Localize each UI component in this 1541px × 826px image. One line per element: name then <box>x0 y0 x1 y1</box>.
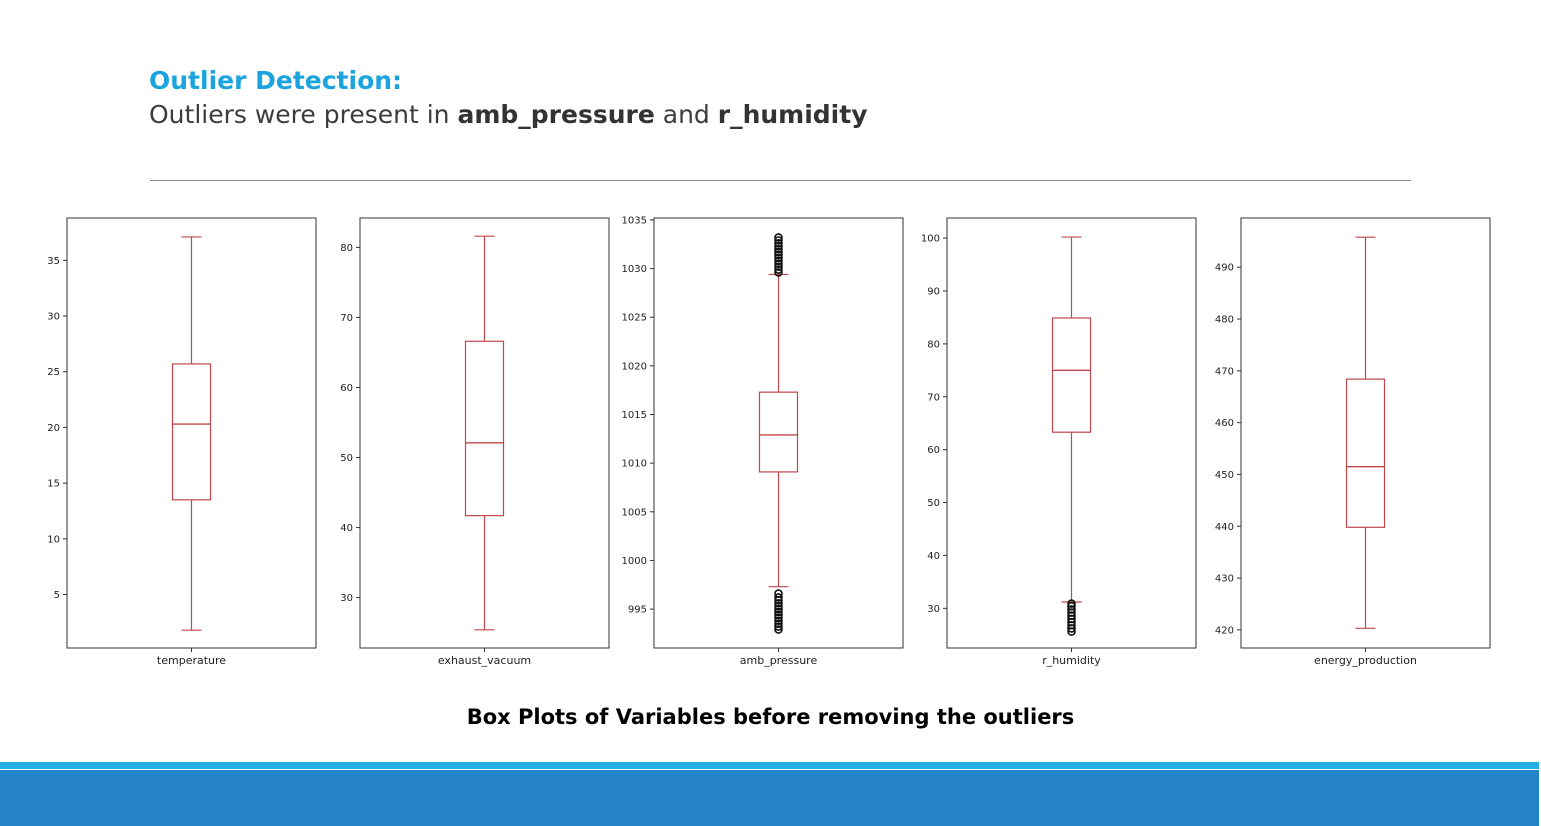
y-tick-label: 40 <box>927 551 940 562</box>
outlier-point <box>774 604 783 614</box>
y-tick-label: 90 <box>927 286 940 297</box>
y-tick-label: 430 <box>1215 574 1234 585</box>
y-tick-label: 40 <box>340 523 353 534</box>
y-tick-label: 25 <box>47 367 60 378</box>
figure-caption: Box Plots of Variables before removing t… <box>466 705 1075 729</box>
iqr-box-energy-production <box>1345 378 1386 528</box>
subheading-var-r-humidity: r_humidity <box>717 100 868 129</box>
outlier-point <box>774 616 783 626</box>
outlier-point <box>1067 599 1076 608</box>
outlier-point <box>1067 605 1076 614</box>
outlier-point <box>774 233 783 242</box>
outlier-point <box>774 593 783 602</box>
y-tick-label: 15 <box>47 479 60 490</box>
x-tick-label-temperature: temperature <box>157 654 226 667</box>
outlier-point <box>774 259 783 269</box>
title-divider <box>150 180 1411 181</box>
outlier-point <box>774 238 783 248</box>
y-tick-label: 1030 <box>622 264 647 275</box>
y-tick-label: 490 <box>1215 263 1234 274</box>
slide-heading: Outlier Detection: <box>149 66 403 95</box>
outlier-point <box>774 598 783 608</box>
y-tick-label: 100 <box>921 234 940 245</box>
subheading-mid: and <box>654 100 718 129</box>
y-tick-label: 420 <box>1215 625 1234 636</box>
y-tick-label: 1015 <box>622 410 647 421</box>
y-tick-label: 1025 <box>622 313 647 324</box>
x-tick-label-exhaust-vacuum: exhaust_vacuum <box>438 654 531 667</box>
footer-band-light <box>0 762 1539 769</box>
y-tick-label: 20 <box>47 423 60 434</box>
y-tick-label: 60 <box>927 445 940 456</box>
y-tick-label: 70 <box>340 313 353 324</box>
outlier-point <box>774 613 783 623</box>
outlier-point <box>774 250 783 260</box>
y-tick-label: 480 <box>1215 315 1234 326</box>
x-tick-label-energy-production: energy_production <box>1314 654 1417 667</box>
y-tick-label: 1000 <box>622 556 647 567</box>
outlier-point <box>774 625 783 634</box>
y-tick-label: 80 <box>340 243 353 254</box>
box-plots-figure: 5101520253035temperature304050607080exha… <box>47 215 1491 667</box>
iqr-box-amb-pressure <box>758 391 799 473</box>
y-tick-label: 995 <box>628 605 647 616</box>
outlier-point <box>774 262 783 271</box>
y-tick-label: 10 <box>47 534 60 545</box>
slide-subheading: Outliers were present in amb_pressure an… <box>149 98 868 132</box>
y-tick-label: 30 <box>47 312 60 323</box>
y-tick-label: 1010 <box>622 459 647 470</box>
outlier-point <box>774 601 783 611</box>
outlier-point <box>774 268 783 277</box>
y-tick-label: 1005 <box>622 507 647 518</box>
outlier-point <box>774 244 783 254</box>
outlier-point <box>1067 601 1076 611</box>
iqr-box-r-humidity <box>1051 317 1092 433</box>
iqr-box-temperature <box>171 363 212 501</box>
outlier-point <box>774 607 783 617</box>
outlier-point <box>774 256 783 266</box>
outlier-point <box>774 610 783 620</box>
y-tick-label: 440 <box>1215 522 1234 533</box>
y-tick-label: 80 <box>927 339 940 350</box>
iqr-box-exhaust-vacuum <box>464 340 505 517</box>
y-tick-label: 35 <box>47 256 60 267</box>
y-tick-label: 470 <box>1215 366 1234 377</box>
y-tick-label: 1035 <box>622 215 647 226</box>
y-tick-label: 50 <box>340 453 353 464</box>
y-tick-label: 5 <box>54 590 60 601</box>
subheading-var-amb-pressure: amb_pressure <box>457 100 655 129</box>
y-tick-label: 460 <box>1215 418 1234 429</box>
y-tick-label: 50 <box>927 498 940 509</box>
x-tick-label-r-humidity: r_humidity <box>1042 654 1101 667</box>
y-tick-label: 60 <box>340 383 353 394</box>
y-tick-label: 70 <box>927 392 940 403</box>
y-tick-label: 450 <box>1215 470 1234 481</box>
y-tick-label: 30 <box>340 593 353 604</box>
outlier-point <box>774 622 783 631</box>
y-tick-label: 30 <box>927 604 940 615</box>
footer-band-dark <box>0 770 1539 826</box>
y-tick-label: 1020 <box>622 361 647 372</box>
outlier-point <box>774 247 783 257</box>
outlier-point <box>774 619 783 628</box>
x-tick-label-amb-pressure: amb_pressure <box>740 654 818 667</box>
outlier-point <box>774 589 783 598</box>
outlier-point <box>774 265 783 274</box>
outlier-point <box>774 236 783 245</box>
subheading-prefix: Outliers were present in <box>149 100 458 129</box>
outlier-point <box>774 241 783 251</box>
outlier-point <box>774 253 783 263</box>
